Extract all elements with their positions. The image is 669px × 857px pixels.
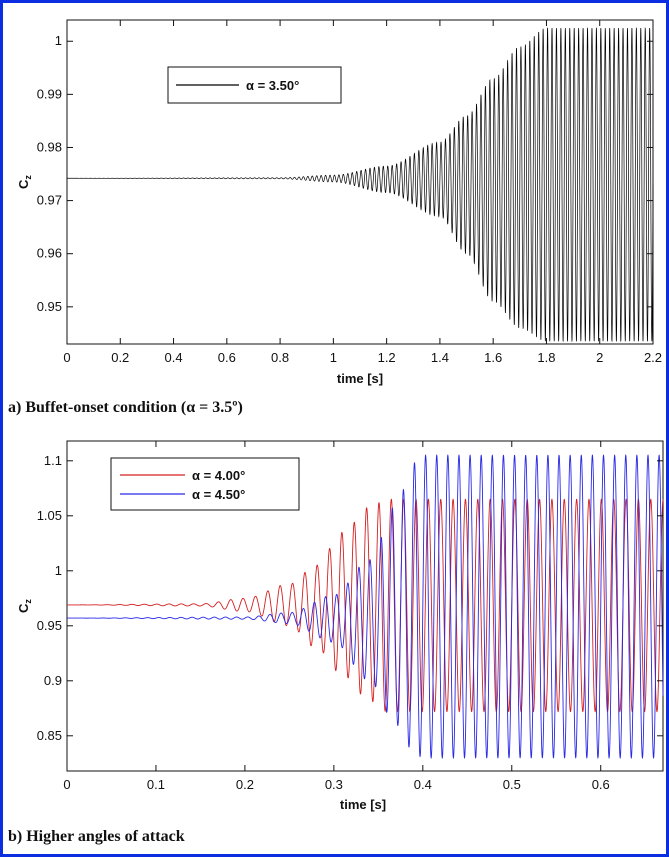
- x-tick-label: 0: [63, 350, 70, 365]
- x-tick-label: 0.8: [271, 350, 289, 365]
- y-tick-label: 0.98: [37, 139, 62, 154]
- chart-b-series-alpha-4-00: [67, 498, 664, 713]
- chart-b-y-ticks: 0.85 0.9 0.95 1 1.05 1.1: [37, 453, 663, 743]
- y-tick-label: 0.85: [37, 728, 62, 743]
- chart-b-legend-box: [110, 457, 300, 511]
- x-tick-label: 0.2: [236, 777, 254, 792]
- x-tick-label: 0.4: [165, 350, 183, 365]
- x-tick-label: 0.4: [414, 777, 432, 792]
- x-tick-label: 1: [330, 350, 337, 365]
- chart-b-legend: α = 4.00° α = 4.50°: [110, 457, 300, 511]
- y-tick-label: 1: [55, 563, 62, 578]
- x-tick-label: 2.2: [644, 350, 662, 365]
- chart-a-series-alpha-3-50: [67, 27, 654, 343]
- x-tick-label: 1.4: [431, 350, 449, 365]
- x-tick-label: 0.6: [592, 777, 610, 792]
- y-tick-label: 0.96: [37, 246, 62, 261]
- chart-a-y-ticks: 0.95 0.96 0.97 0.98 0.99 1: [37, 33, 653, 314]
- chart-b-legend-label-blue: α = 4.50°: [192, 487, 245, 502]
- chart-b-y-axis-label: Cz: [16, 599, 33, 613]
- chart-b-x-axis-label: time [s]: [340, 797, 386, 812]
- chart-a: 0 0.2 0.4 0.6 0.8 1 1.2 1.4 1.6 1.8 2 2.2 0.950.960…: [16, 19, 662, 386]
- chart-a-legend-label: α = 3.50°: [246, 78, 299, 93]
- x-tick-label: 1.6: [484, 350, 502, 365]
- chart-a-legend: α = 3.50°: [167, 66, 342, 104]
- chart-a-x-ticks: 0 0.2 0.4 0.6 0.8 1 1.2 1.4 1.6 1.8 2 2.2: [63, 20, 662, 365]
- chart-a-y-axis-label: Cz: [16, 175, 33, 189]
- chart-b: 0 0.1 0.2 0.3 0.4 0.5 0.6 0.850.90.9511.051.1 …: [16, 440, 664, 812]
- chart-a-x-axis-label: time [s]: [337, 371, 383, 386]
- y-tick-label: 0.9: [44, 673, 62, 688]
- chart-b-legend-label-red: α = 4.00°: [192, 468, 245, 483]
- y-tick-label: 1.05: [37, 508, 62, 523]
- chart-b-series-alpha-4-50: [67, 454, 664, 759]
- x-tick-label: 0.1: [147, 777, 165, 792]
- y-tick-label: 1: [55, 33, 62, 48]
- y-tick-label: 0.99: [37, 86, 62, 101]
- x-tick-label: 0.2: [111, 350, 129, 365]
- x-tick-label: 2: [596, 350, 603, 365]
- x-tick-label: 0: [63, 777, 70, 792]
- y-tick-label: 1.1: [44, 453, 62, 468]
- x-tick-label: 0.5: [503, 777, 521, 792]
- x-tick-label: 0.3: [325, 777, 343, 792]
- chart-b-x-ticks: 0 0.1 0.2 0.3 0.4 0.5 0.6: [63, 441, 610, 792]
- x-tick-label: 0.6: [218, 350, 236, 365]
- y-tick-label: 0.95: [37, 618, 62, 633]
- chart-a-caption: a) Buffet-onset condition (α = 3.5º): [8, 399, 243, 416]
- x-tick-label: 1.8: [537, 350, 555, 365]
- y-tick-label: 0.95: [37, 299, 62, 314]
- y-tick-label: 0.97: [37, 193, 62, 208]
- chart-b-caption: b) Higher angles of attack: [8, 828, 185, 845]
- x-tick-label: 1.2: [378, 350, 396, 365]
